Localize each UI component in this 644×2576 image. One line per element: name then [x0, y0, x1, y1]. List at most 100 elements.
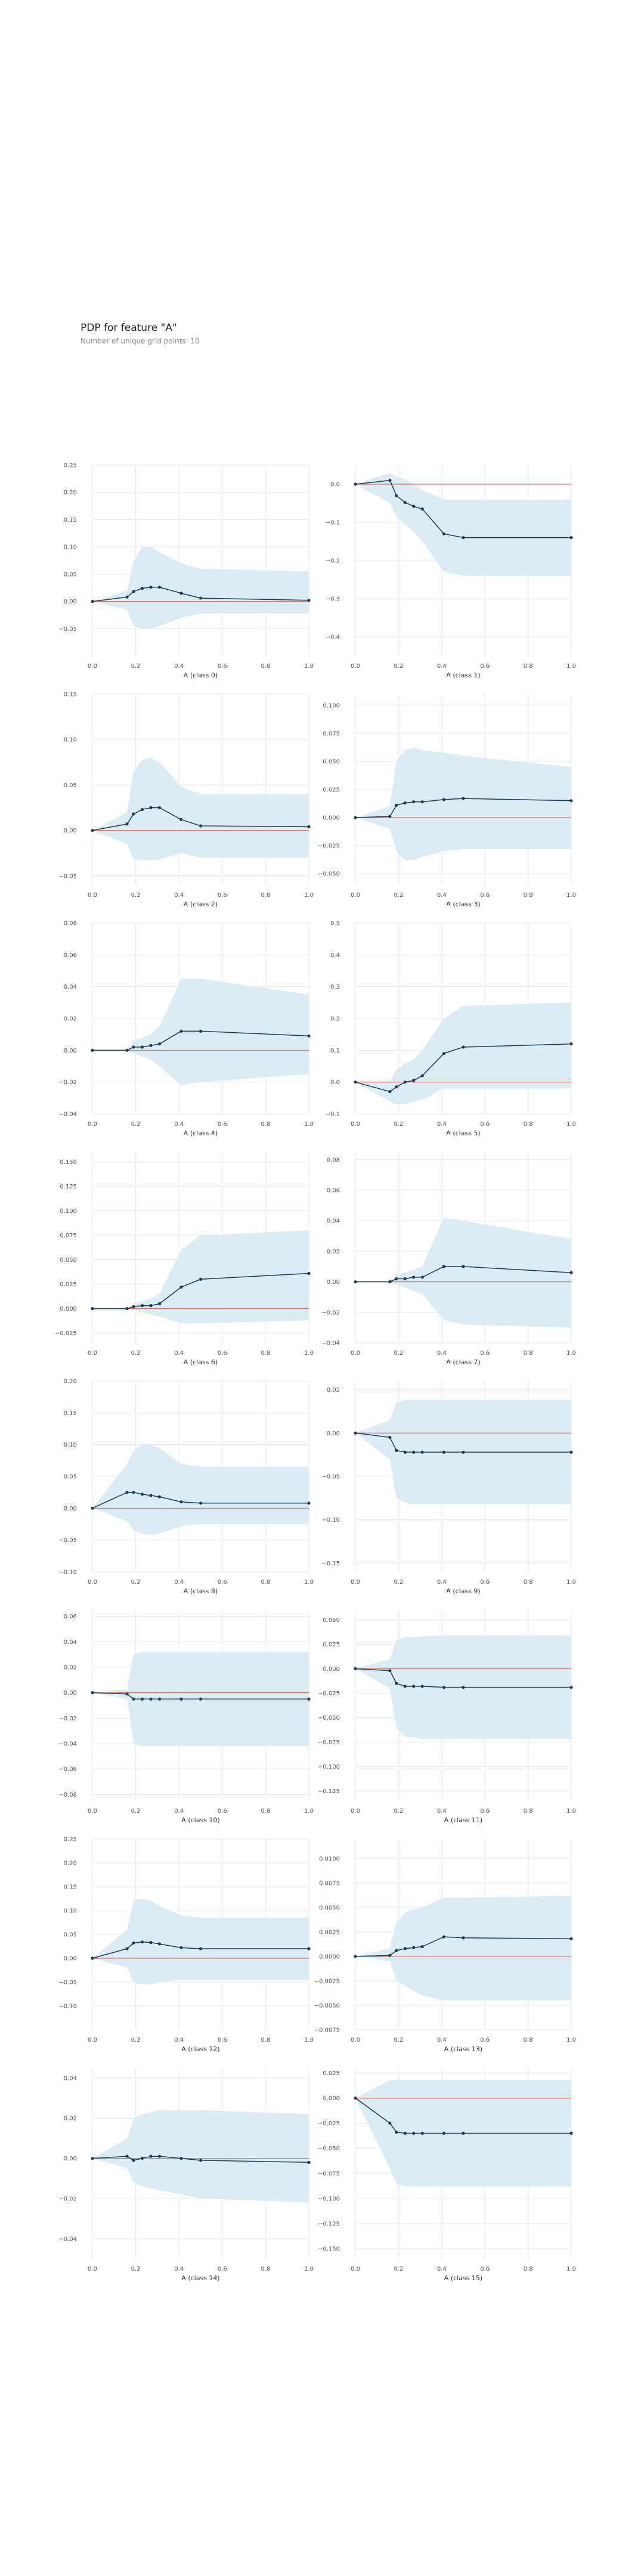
x-axis-label: A (class 11) [444, 1816, 482, 1824]
y-tick-label: 0.150 [60, 1159, 77, 1166]
x-tick-label: 0.4 [174, 1579, 184, 1586]
confidence-band [92, 547, 309, 629]
pdp-point [199, 1277, 203, 1281]
pdp-point [91, 828, 94, 832]
y-tick-label: 0.00 [64, 828, 77, 834]
y-tick-label: 0.08 [64, 921, 77, 927]
pdp-point [412, 1685, 416, 1688]
pdp-point [157, 1697, 162, 1701]
pdp-point [388, 1669, 392, 1673]
x-axis-label: A (class 10) [181, 1816, 219, 1824]
x-tick-label: 0.0 [351, 1121, 360, 1128]
pdp-point [420, 1450, 424, 1454]
x-tick-label: 0.0 [351, 2266, 360, 2272]
pdp-point [91, 1506, 94, 1510]
pdp-point [403, 1450, 407, 1454]
y-tick-label: −0.04 [321, 1340, 340, 1347]
x-tick-label: 0.6 [218, 1579, 227, 1586]
pdp-point [132, 1697, 135, 1701]
pdp-point [569, 1271, 573, 1274]
y-tick-label: −0.075 [318, 2171, 340, 2177]
pdp-point [140, 1940, 144, 1944]
y-tick-label: −0.050 [318, 2145, 340, 2152]
y-tick-label: 0.0000 [319, 1953, 340, 1960]
pdp-point [412, 504, 416, 508]
y-tick-label: 0.05 [64, 1932, 77, 1939]
y-tick-label: 0.025 [323, 787, 340, 794]
pdp-point [125, 1947, 129, 1950]
pdp-point [140, 587, 144, 590]
pdp-point [149, 586, 153, 589]
pdp-point [395, 2131, 398, 2134]
pdp-point [354, 2096, 357, 2100]
x-tick-label: 0.2 [131, 2037, 141, 2044]
x-tick-label: 0.6 [480, 1350, 490, 1357]
x-tick-label: 0.6 [480, 1579, 490, 1586]
y-tick-label: 0.04 [64, 1639, 77, 1646]
y-tick-label: 0.00 [64, 2156, 77, 2162]
x-tick-label: 0.8 [524, 892, 533, 899]
y-tick-label: −0.075 [318, 1739, 340, 1746]
pdp-point [442, 1265, 446, 1268]
y-tick-label: 0.15 [64, 1410, 77, 1417]
pdp-subplot-7: 0.0 0.2 0.4 0.6 0.8 1.0 −0.04 −0.02 0.00 0.02 0.04… [321, 1152, 576, 1366]
figure-title: PDP for feature "A" [80, 322, 177, 334]
pdp-point [157, 1942, 162, 1946]
pdp-point [140, 807, 144, 812]
x-axis-label: A (class 14) [181, 2274, 219, 2282]
pdp-point [91, 1691, 94, 1695]
y-tick-label: 0.125 [60, 1184, 77, 1190]
x-tick-label: 0.8 [524, 1350, 533, 1357]
y-tick-label: 0.050 [323, 758, 340, 765]
x-tick-label: 0.8 [524, 1121, 533, 1128]
pdp-subplot-14: 0.0 0.2 0.4 0.6 0.8 1.0 −0.04 −0.02 0.00 0.02 0.04… [58, 2068, 314, 2282]
pdp-point [569, 2131, 573, 2135]
pdp-point [412, 1079, 416, 1082]
pdp-subplot-12: 0.0 0.2 0.4 0.6 0.8 1.0 −0.10 −0.05 0.00 0.05 0.10… [58, 1837, 314, 2054]
pdp-point [569, 1450, 573, 1454]
x-tick-label: 0.2 [394, 1121, 403, 1128]
y-tick-label: 0.20 [64, 1860, 77, 1867]
pdp-point [569, 1042, 573, 1046]
x-tick-label: 0.4 [174, 892, 184, 899]
x-tick-label: 0.6 [480, 1121, 490, 1128]
y-tick-label: 0.25 [64, 1837, 77, 1843]
x-tick-label: 1.0 [566, 663, 576, 670]
x-tick-label: 0.6 [218, 1121, 227, 1128]
pdp-point [157, 2154, 162, 2158]
x-tick-label: 1.0 [566, 2266, 576, 2272]
pdp-point [199, 1029, 203, 1033]
pdp-point [140, 1304, 144, 1308]
y-tick-label: −0.0025 [314, 1978, 340, 1984]
x-tick-label: 0.4 [437, 1808, 447, 1815]
x-tick-label: 0.6 [218, 1350, 227, 1357]
pdp-point [125, 1306, 129, 1311]
y-tick-label: 0.10 [64, 544, 77, 551]
y-tick-label: 0.15 [64, 517, 77, 524]
y-tick-label: −0.2 [326, 558, 340, 565]
x-tick-label: 0.2 [394, 1350, 403, 1357]
y-tick-label: 0.0025 [319, 1929, 340, 1936]
pdp-point [462, 1936, 465, 1940]
pdp-point [179, 2156, 183, 2160]
y-tick-label: 0.025 [60, 1281, 77, 1288]
pdp-point [149, 1044, 153, 1047]
y-tick-label: −0.04 [58, 1111, 77, 1118]
x-tick-label: 0.6 [218, 2037, 227, 2044]
y-tick-label: −0.025 [55, 1330, 77, 1337]
x-tick-label: 0.0 [88, 2037, 97, 2044]
pdp-point [179, 818, 183, 821]
y-tick-label: 0.05 [327, 1387, 340, 1394]
y-tick-label: 0.050 [323, 1617, 340, 1624]
x-tick-label: 0.0 [88, 1121, 97, 1128]
pdp-point [132, 1305, 135, 1308]
pdp-point [442, 1450, 446, 1454]
pdp-point [354, 816, 357, 819]
confidence-band [92, 757, 309, 860]
pdp-point [442, 2131, 446, 2135]
y-tick-label: 0.15 [64, 1884, 77, 1891]
y-tick-label: 0.00 [64, 1048, 77, 1054]
y-tick-label: −0.4 [326, 634, 340, 641]
pdp-point [354, 1667, 357, 1671]
x-tick-label: 0.2 [131, 1579, 141, 1586]
